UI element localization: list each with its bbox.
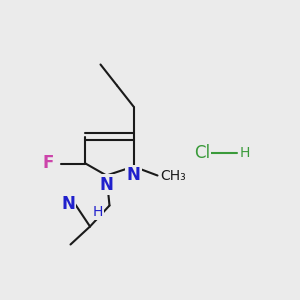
Text: F: F xyxy=(43,154,54,172)
Text: N: N xyxy=(61,195,75,213)
Text: N: N xyxy=(100,176,113,194)
Text: N: N xyxy=(127,167,140,184)
Text: CH₃: CH₃ xyxy=(160,169,186,182)
Text: H: H xyxy=(240,146,250,160)
Text: H: H xyxy=(93,205,104,218)
Text: Cl: Cl xyxy=(194,144,210,162)
